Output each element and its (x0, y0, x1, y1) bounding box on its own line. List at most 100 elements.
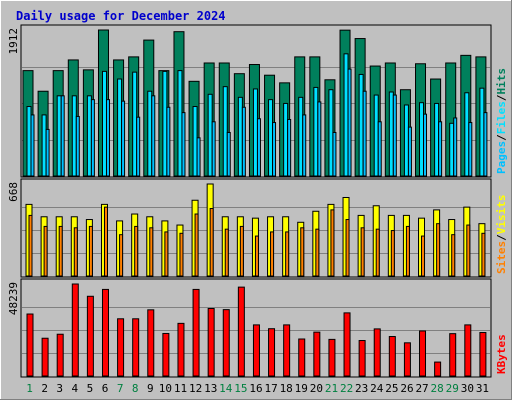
bar-sites-day-19 (300, 227, 305, 277)
bar-sites-day-10 (164, 231, 169, 277)
bar-kbytes-day-20 (313, 331, 321, 377)
panel-kbytes: 48239 KBytes (7, 278, 508, 378)
bar-kbytes-day-21 (328, 338, 336, 377)
bar-files-day-16 (252, 88, 258, 177)
bar-kbytes-day-10 (162, 332, 170, 377)
bar-sites-day-18 (285, 231, 290, 277)
legend-kbytes: KBytes (495, 334, 508, 374)
x-tick-day-18: 18 (280, 382, 293, 395)
bar-kbytes-day-7 (117, 318, 125, 377)
bar-sites-day-9 (149, 227, 154, 277)
bar-pages-day-24 (377, 121, 382, 177)
x-tick-day-7: 7 (117, 382, 124, 395)
bar-kbytes-day-3 (56, 333, 64, 377)
x-tick-day-4: 4 (72, 382, 79, 395)
bar-files-day-3 (56, 95, 62, 177)
bar-pages-day-23 (362, 90, 367, 177)
series-legend-kbytes: KBytes (495, 334, 508, 374)
bar-sites-day-23 (360, 227, 365, 277)
panel-visits-sites: 668 Sites/Visits (7, 178, 508, 278)
bar-files-day-19 (298, 96, 304, 177)
bar-files-day-15 (237, 96, 243, 177)
x-tick-day-12: 12 (189, 382, 202, 395)
x-tick-day-29: 29 (446, 382, 459, 395)
x-tick-day-21: 21 (325, 382, 338, 395)
bar-kbytes-day-11 (177, 322, 185, 377)
x-tick-day-16: 16 (249, 382, 262, 395)
bar-files-day-5 (86, 95, 92, 177)
x-tick-day-30: 30 (461, 382, 474, 395)
bar-sites-day-7 (119, 234, 124, 277)
bar-sites-day-21 (330, 209, 335, 277)
x-tick-day-22: 22 (340, 382, 353, 395)
bar-pages-day-29 (453, 117, 458, 177)
bar-kbytes-day-15 (237, 286, 245, 377)
x-tick-day-28: 28 (431, 382, 444, 395)
bar-kbytes-day-5 (86, 295, 94, 377)
bar-files-day-30 (464, 92, 470, 177)
panel-border (20, 278, 492, 378)
bar-pages-day-7 (121, 100, 126, 177)
y-max-label-hits-files-pages: 1912 (7, 28, 20, 55)
legend-visits: Visits (495, 195, 508, 235)
bar-sites-day-4 (73, 227, 78, 277)
bar-sites-day-26 (405, 225, 410, 277)
bar-sites-day-3 (58, 225, 63, 277)
bar-pages-day-17 (272, 122, 277, 177)
x-tick-day-24: 24 (370, 382, 384, 395)
bar-kbytes-day-19 (298, 338, 306, 377)
x-tick-day-23: 23 (355, 382, 368, 395)
bar-kbytes-day-13 (207, 307, 215, 377)
bar-sites-day-25 (390, 230, 395, 277)
legend-files: Files (495, 101, 508, 134)
bar-sites-day-24 (375, 228, 380, 277)
bar-files-day-13 (207, 93, 213, 177)
bar-pages-day-12 (196, 137, 201, 177)
bar-sites-day-13 (209, 208, 214, 277)
bar-kbytes-day-28 (434, 361, 442, 377)
bar-pages-day-26 (407, 126, 412, 177)
bar-pages-day-6 (105, 99, 110, 177)
bar-pages-day-13 (211, 121, 216, 177)
bar-sites-day-11 (179, 232, 184, 277)
x-axis-day-labels: 1 2 3 4 5 6 7 8 9 10 11 12 13 14 15 16 17 18 19 20 21 22 23 24 2… (26, 382, 489, 395)
bar-pages-day-5 (90, 99, 95, 177)
bar-sites-day-22 (345, 219, 350, 277)
bar-files-day-8 (132, 71, 138, 177)
bar-pages-day-10 (166, 106, 171, 177)
x-tick-day-17: 17 (264, 382, 277, 395)
bar-sites-day-5 (88, 225, 93, 277)
bar-sites-day-28 (436, 223, 441, 277)
bar-files-day-24 (373, 94, 379, 177)
x-tick-day-2: 2 (41, 382, 48, 395)
bar-pages-day-27 (423, 113, 428, 177)
legend-hits: Hits (495, 68, 508, 95)
chart-title: Daily usage for December 2024 (16, 9, 226, 23)
bar-kbytes-day-25 (388, 336, 396, 377)
series-legend-visits-sites: Sites/Visits (495, 195, 508, 275)
legend-separator: / (495, 134, 508, 141)
bar-kbytes-day-17 (268, 328, 276, 377)
bar-pages-day-19 (302, 114, 307, 177)
bar-kbytes-day-29 (449, 333, 457, 377)
bar-pages-day-11 (181, 112, 186, 177)
legend-pages: Pages (495, 141, 508, 174)
bar-kbytes-day-8 (132, 318, 140, 377)
bar-sites-day-12 (194, 213, 199, 277)
bar-pages-day-22 (347, 68, 352, 177)
panel-border (20, 178, 492, 278)
bar-files-day-1 (26, 106, 32, 177)
bar-sites-day-30 (466, 224, 471, 277)
bar-sites-day-20 (315, 228, 320, 277)
legend-separator: / (495, 94, 508, 101)
bar-kbytes-day-22 (343, 312, 351, 377)
bar-kbytes-day-6 (101, 288, 109, 377)
x-tick-day-31: 31 (476, 382, 489, 395)
bar-sites-day-27 (421, 235, 426, 277)
bar-sites-day-16 (254, 235, 259, 277)
legend-separator: / (495, 234, 508, 241)
x-tick-day-15: 15 (234, 382, 247, 395)
bar-kbytes-day-27 (419, 330, 427, 377)
x-tick-day-10: 10 (159, 382, 172, 395)
